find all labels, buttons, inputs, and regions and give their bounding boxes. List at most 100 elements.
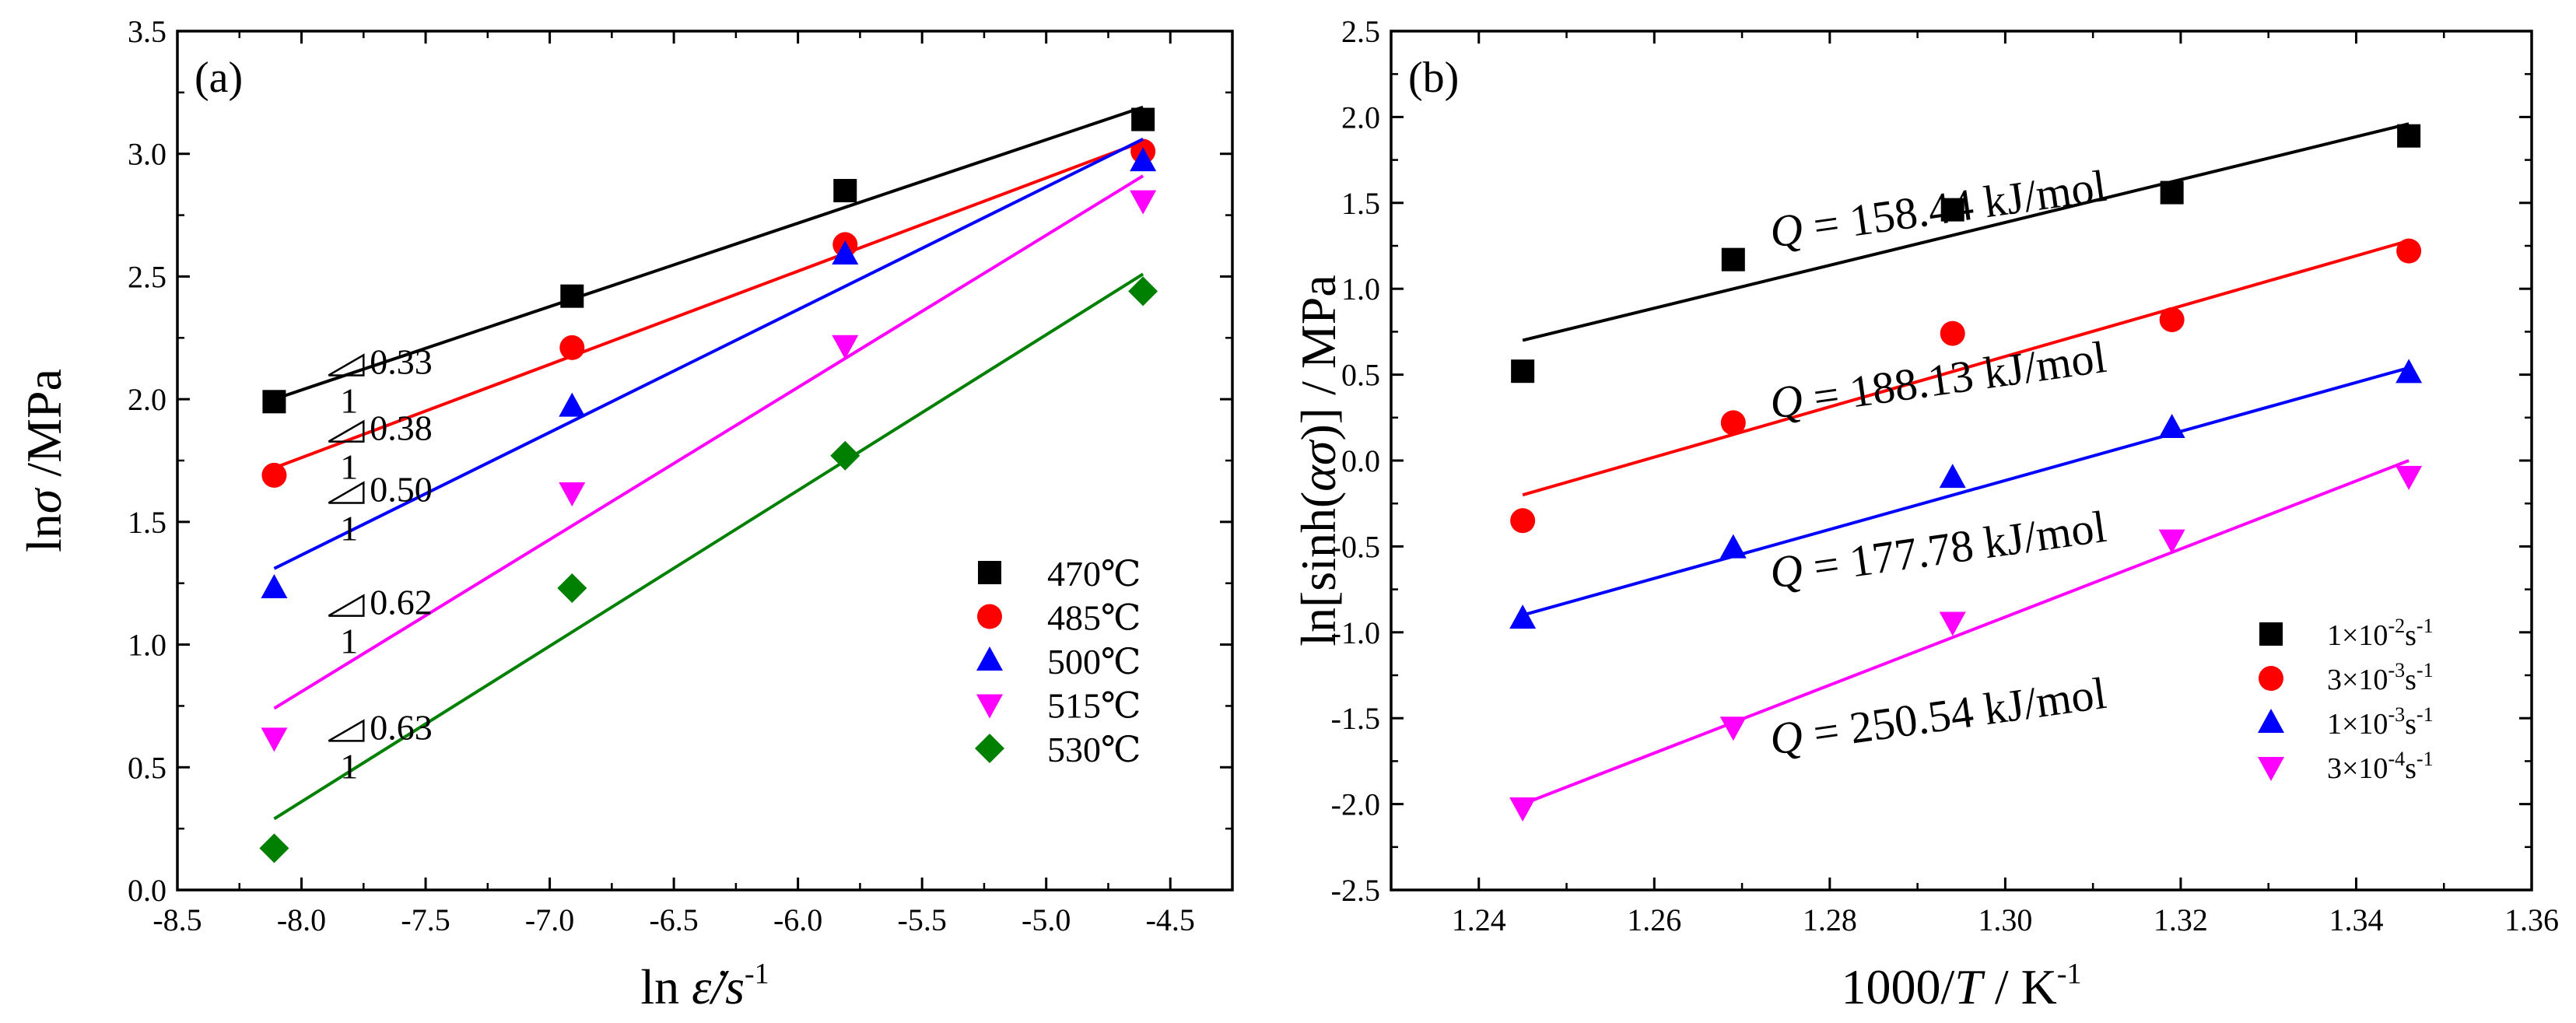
data-point (559, 392, 586, 417)
slope-denominator: 1 (340, 380, 358, 420)
slope-value: 0.62 (370, 583, 433, 622)
x-tick-label: -4.5 (1146, 902, 1195, 937)
legend-marker (977, 604, 1002, 629)
legend-unit: s (2405, 619, 2417, 652)
y-label-greek: ασ (1291, 439, 1346, 492)
legend-label: 530℃ (1047, 730, 1141, 769)
x-tick-label: 1.34 (2329, 902, 2383, 937)
x-label-rate: ε̇/s (692, 959, 745, 1014)
activation-energy-label: Q = 177.78 kJ/mol (1767, 501, 2109, 598)
legend-base: 1×10 (2327, 708, 2388, 741)
legend-marker (975, 734, 1004, 763)
y-axis-label: ln[sinh(ασ)] / MPa (1291, 275, 1346, 646)
legend-marker (978, 561, 1001, 584)
legend-label: 470℃ (1047, 554, 1141, 594)
data-point (1128, 276, 1158, 307)
legend-marker (2259, 666, 2283, 691)
eq-symbol: Q (1767, 203, 1807, 258)
y-tick-label: -1.0 (1331, 615, 1380, 650)
legend-unit-exp: -1 (2417, 703, 2434, 726)
slope-annotation: 0.38 1 (328, 408, 433, 487)
series-1 (1510, 238, 2422, 534)
y-tick-label: 3.5 (128, 14, 166, 49)
slope-value: 0.38 (370, 408, 433, 448)
x-label-ln: ln (640, 959, 692, 1014)
data-point (261, 574, 288, 599)
data-point (832, 335, 859, 359)
y-tick-label: -2.5 (1331, 873, 1380, 908)
legend-marker (2258, 757, 2284, 781)
y-tick-label: 0.5 (128, 750, 166, 785)
data-point (557, 573, 587, 604)
data-point (1939, 464, 1966, 489)
slope-denominator: 1 (340, 622, 358, 661)
y-tick-label: 1.0 (128, 628, 166, 663)
x-label-exp: -1 (745, 958, 769, 990)
slope-triangle (328, 594, 365, 617)
legend-unit-exp: -1 (2417, 659, 2434, 681)
y-tick-label: 1.0 (1341, 272, 1380, 307)
data-point (259, 833, 289, 864)
y-label-post: )] / MPa (1291, 275, 1346, 440)
chart-panel-a: -8.5 -8.0 -7.5 -7.0 -6.5 -6.0 -5.5 -5.0 -4.5 0.0 0… (16, 14, 1234, 1014)
series-2 (261, 137, 1157, 599)
data-point (1131, 107, 1155, 131)
data-point (1721, 247, 1745, 272)
eq-symbol: Q (1767, 710, 1807, 765)
legend-label: 3×10-4s-1 (2327, 748, 2434, 785)
data-point (261, 462, 287, 488)
data-point (1719, 534, 1747, 559)
slope-triangle (328, 353, 365, 377)
fit-line (273, 174, 1144, 710)
y-label-unit: /MPa (16, 369, 72, 489)
x-tick-label: -7.5 (401, 902, 450, 937)
chart-panel-b: 1.24 1.26 1.28 1.30 1.32 1.34 1.36 -2.5 -2.0 -1.5… (1291, 14, 2559, 1014)
slope-annotation: 0.62 1 (328, 583, 433, 661)
y-tick-label: 1.5 (1341, 186, 1380, 221)
legend-label: 515℃ (1047, 686, 1141, 726)
activation-energy-label: Q = 188.13 kJ/mol (1767, 331, 2109, 429)
data-point (1509, 797, 1537, 822)
series-3 (1509, 459, 2423, 822)
y-tick-label: 2.0 (1341, 100, 1380, 135)
slope-triangle (328, 481, 365, 504)
slope-denominator: 1 (340, 746, 358, 786)
slope-value: 0.50 (370, 469, 433, 509)
series-3 (261, 174, 1157, 752)
data-point (1939, 611, 1966, 636)
x-axis-label: 1000/T / K-1 (1841, 958, 2081, 1014)
slope-value: 0.63 (370, 707, 433, 747)
legend-label: 1×10-2s-1 (2327, 615, 2434, 652)
data-point (559, 482, 586, 507)
fit-line (273, 272, 1144, 821)
legend-base: 3×10 (2327, 752, 2388, 785)
fit-line (1522, 459, 2410, 806)
x-tick-label: -8.5 (152, 902, 202, 937)
legend-base: 1×10 (2327, 619, 2388, 652)
y-tick-label: -0.5 (1331, 529, 1380, 564)
eq-value: = 250.54 kJ/mol (1799, 667, 2109, 760)
series-2 (1509, 359, 2423, 629)
data-point (1510, 508, 1536, 534)
fit-line (1522, 122, 2410, 342)
legend-unit: s (2405, 708, 2417, 741)
x-label-1000: 1000/ (1841, 959, 1954, 1014)
series-0 (1511, 122, 2421, 384)
y-tick-label: 2.5 (128, 259, 166, 294)
legend-label: 500℃ (1047, 642, 1141, 681)
data-point (262, 390, 286, 414)
legend-marker (2259, 622, 2283, 646)
data-point (830, 440, 860, 471)
data-point (2396, 465, 2423, 490)
slope-annotation: 0.63 1 (328, 707, 433, 786)
data-point (261, 727, 288, 752)
panel-label: (a) (195, 54, 243, 102)
legend-exp: -2 (2388, 615, 2405, 637)
x-label-exp: -1 (2057, 958, 2082, 990)
series-0 (262, 105, 1155, 414)
legend-unit-exp: -1 (2417, 615, 2434, 637)
data-point (560, 284, 584, 308)
x-tick-label: -6.5 (649, 902, 698, 937)
data-point (2397, 124, 2421, 148)
